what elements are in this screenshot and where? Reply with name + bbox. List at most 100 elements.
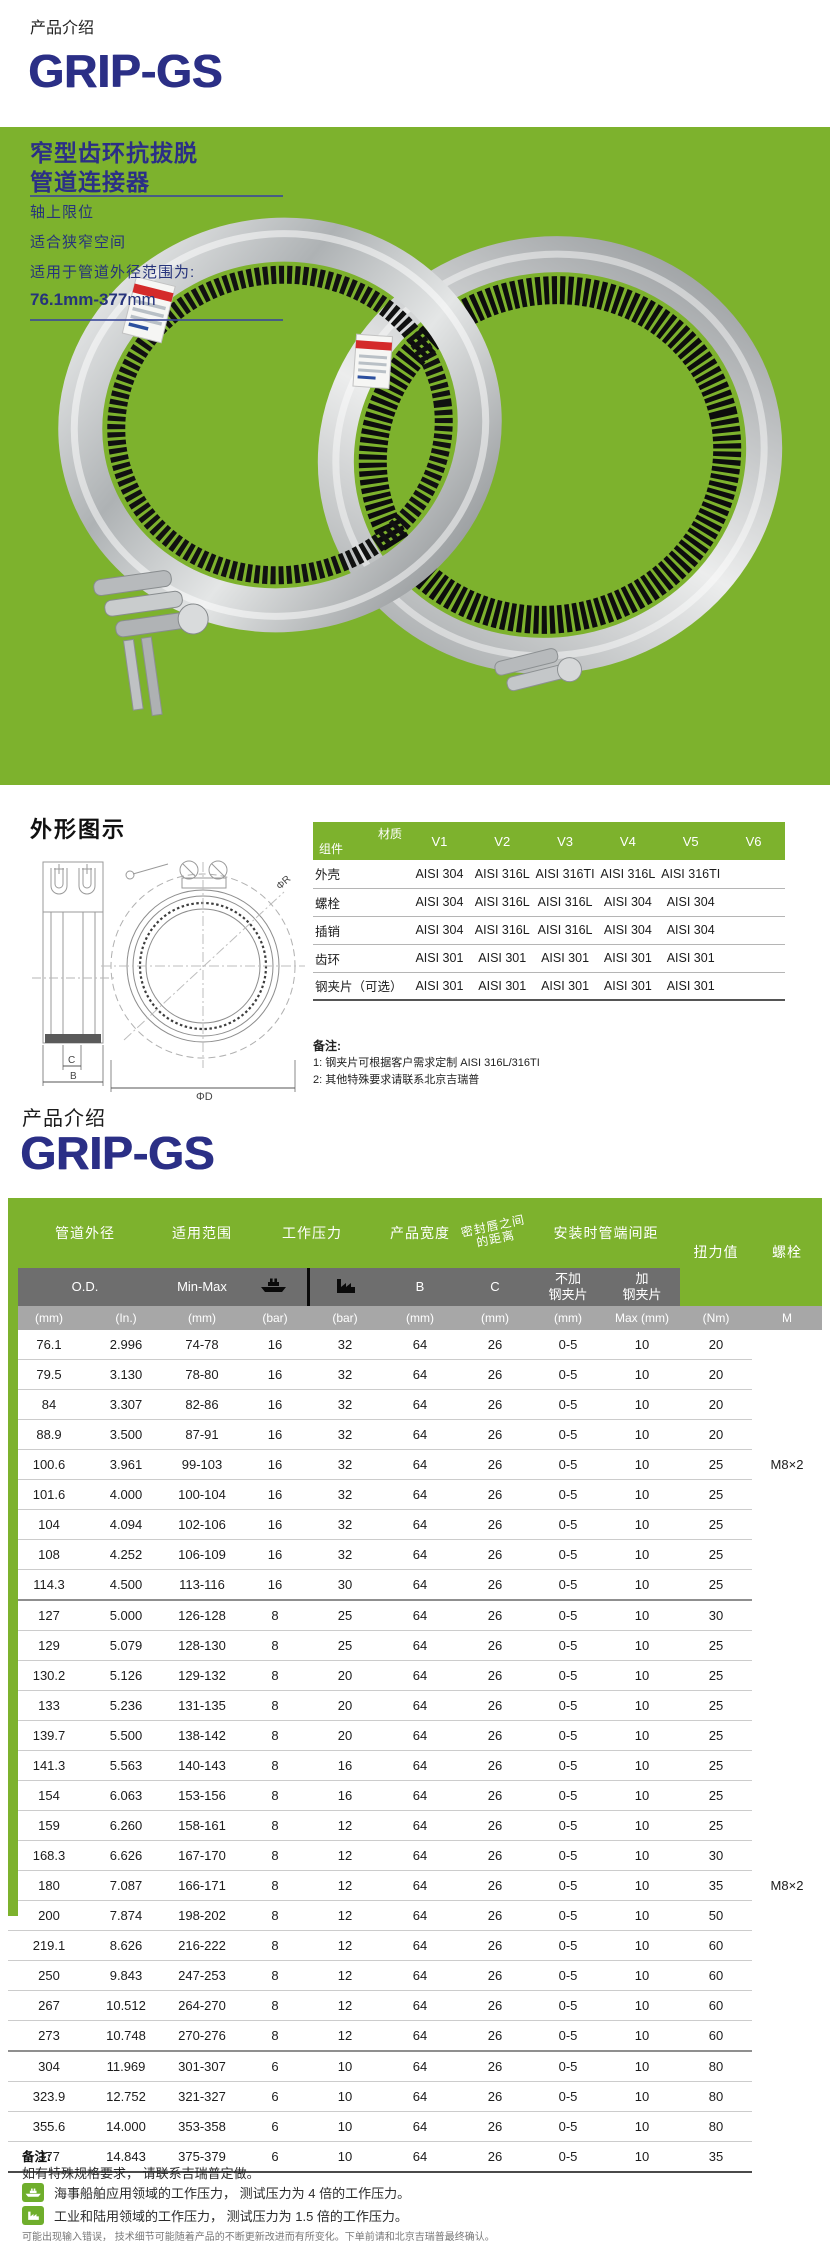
footer-industrial-text: 工业和陆用领域的工作压力， 测试压力为 1.5 倍的工作压力。 [54,2209,408,2224]
spec-cell: 26 [458,1660,532,1691]
materials-cell: AISI 301 [603,978,652,993]
spec-cell: 8 [242,1750,308,1781]
materials-cell: AISI 304 [666,895,715,909]
spec-cell: 8 [242,1660,308,1691]
col-pipe-od: 管道外径 [8,1198,162,1268]
spec-cell: 64 [382,1810,458,1841]
spec-cell: 25 [680,1780,752,1811]
col-pressure: 工作压力 [242,1198,382,1268]
spec-cell: 247-253 [162,1960,242,1991]
subcol-b: B [382,1268,458,1306]
materials-cell: AISI 316L [474,895,530,909]
spec-cell: 64 [382,1840,458,1871]
spec-cell: 64 [382,2051,458,2082]
spec-cell: 10 [308,2081,382,2112]
spec-cell: 10 [604,1750,680,1781]
unit-mm-range: (mm) [162,1306,242,1330]
spec-cell: 4.252 [90,1539,162,1570]
col-width: 产品宽度 [382,1198,458,1268]
spec-cell: 6.260 [90,1810,162,1841]
spec-cell: 12 [308,1870,382,1901]
bolt-hardware-rear [494,648,583,692]
spec-cell: 64 [382,1990,458,2021]
spec-cell: 12 [308,1900,382,1931]
spec-cell: 10 [604,1330,680,1360]
spec-cell: 64 [382,1419,458,1450]
materials-note-1: 1: 钢夹片可根据客户需求定制 AISI 316L/316TI [313,1057,540,1069]
spec-cell [752,2112,822,2142]
spec-cell: 131-135 [162,1690,242,1721]
spec-cell [752,2021,822,2052]
spec-cell: 60 [680,1990,752,2021]
spec-cell: 10 [604,1960,680,1991]
spec-cell: 101.6 [8,1479,90,1510]
spec-cell: 25 [308,1600,382,1631]
hero-bullet-2: 适合狭窄空间 [30,234,127,251]
materials-cell: AISI 304 [666,923,715,937]
spec-cell: 0-5 [532,2051,604,2082]
spec-cell: 200 [8,1900,90,1931]
col-bolt: 螺栓 [752,1198,822,1306]
spec-row: 304 11.969 301-307 6 10 64 26 0-5 10 80 [8,2051,822,2082]
spec-cell: 35 [680,2141,752,2173]
clip-line1: 加 [635,1271,649,1287]
materials-cell: AISI 316L [474,923,530,937]
spec-cell: 84 [8,1389,90,1420]
spec-cell: 80 [680,2051,752,2082]
spec-cell: 139.7 [8,1720,90,1751]
spec-table-body: 76.1 2.996 74-78 16 32 64 26 0-5 10 20 79.5 3.130 78… [8,1330,822,2173]
spec-cell: 264-270 [162,1990,242,2021]
spec-cell: 25 [680,1479,752,1510]
materials-note-2: 2: 其他特殊要求请联系北京吉瑞普 [313,1073,480,1086]
spec-cell: 355.6 [8,2111,90,2142]
materials-cell: AISI 316TI [535,866,595,881]
spec-cell: 26 [458,2141,532,2173]
spec-cell: 353-358 [162,2111,242,2142]
spec-cell: 321-327 [162,2081,242,2112]
spec-cell [752,1751,822,1781]
spec-cell: 26 [458,1449,532,1480]
footer-notes-title: 备注: [22,2150,52,2164]
spec-cell: 9.843 [90,1960,162,1991]
spec-cell: 128-130 [162,1630,242,1661]
footer-marine-text: 海事船舶应用领域的工作压力， 测试压力为 4 倍的工作压力。 [54,2186,411,2201]
spec-row: 127 5.000 126-128 8 25 64 26 0-5 10 30 [8,1600,822,1631]
spec-cell: 10 [604,1930,680,1961]
spec-cell: 14.000 [90,2111,162,2142]
unit-in: (In.) [90,1306,162,1330]
spec-cell: 32 [308,1539,382,1570]
spec-cell: 140-143 [162,1750,242,1781]
spec-cell: 4.094 [90,1509,162,1540]
spec-cell: 5.500 [90,1720,162,1751]
spec-cell: 8 [242,1990,308,2021]
spec-cell: 76.1 [8,1330,90,1360]
spec-cell: 8 [242,1930,308,1961]
table-accent-stripe [8,1266,18,1916]
spec-cell: 74-78 [162,1330,242,1360]
spec-row: 250 9.843 247-253 8 12 64 26 0-5 10 60 [8,1960,822,1991]
spec-cell: 20 [680,1330,752,1360]
spec-cell: 0-5 [532,1479,604,1510]
spec-cell: 8 [242,1900,308,1931]
spec-cell: 10 [308,2141,382,2173]
spec-cell: 12 [308,1930,382,1961]
spec-cell [752,2082,822,2112]
spec-cell: 64 [382,1750,458,1781]
spec-row: 159 6.260 158-161 8 12 64 26 0-5 10 25 [8,1810,822,1841]
spec-cell: 159 [8,1810,90,1841]
spec-row: 130.2 5.126 129-132 8 20 64 26 0-5 10 25 [8,1660,822,1691]
spec-cell: 0-5 [532,1330,604,1360]
spec-cell: 10 [604,1840,680,1871]
materials-row-label: 螺栓 [315,896,341,911]
materials-col-header: V4 [596,822,660,860]
spec-cell: 0-5 [532,1870,604,1901]
spec-cell: 0-5 [532,1810,604,1841]
spec-cell: 0-5 [532,2111,604,2142]
spec-cell: 32 [308,1479,382,1510]
spec-cell: 270-276 [162,2020,242,2052]
spec-cell: 3.307 [90,1389,162,1420]
spec-cell: 26 [458,2081,532,2112]
materials-cell: AISI 301 [603,951,652,965]
spec-cell: 12 [308,1810,382,1841]
spec-cell: 64 [382,1930,458,1961]
